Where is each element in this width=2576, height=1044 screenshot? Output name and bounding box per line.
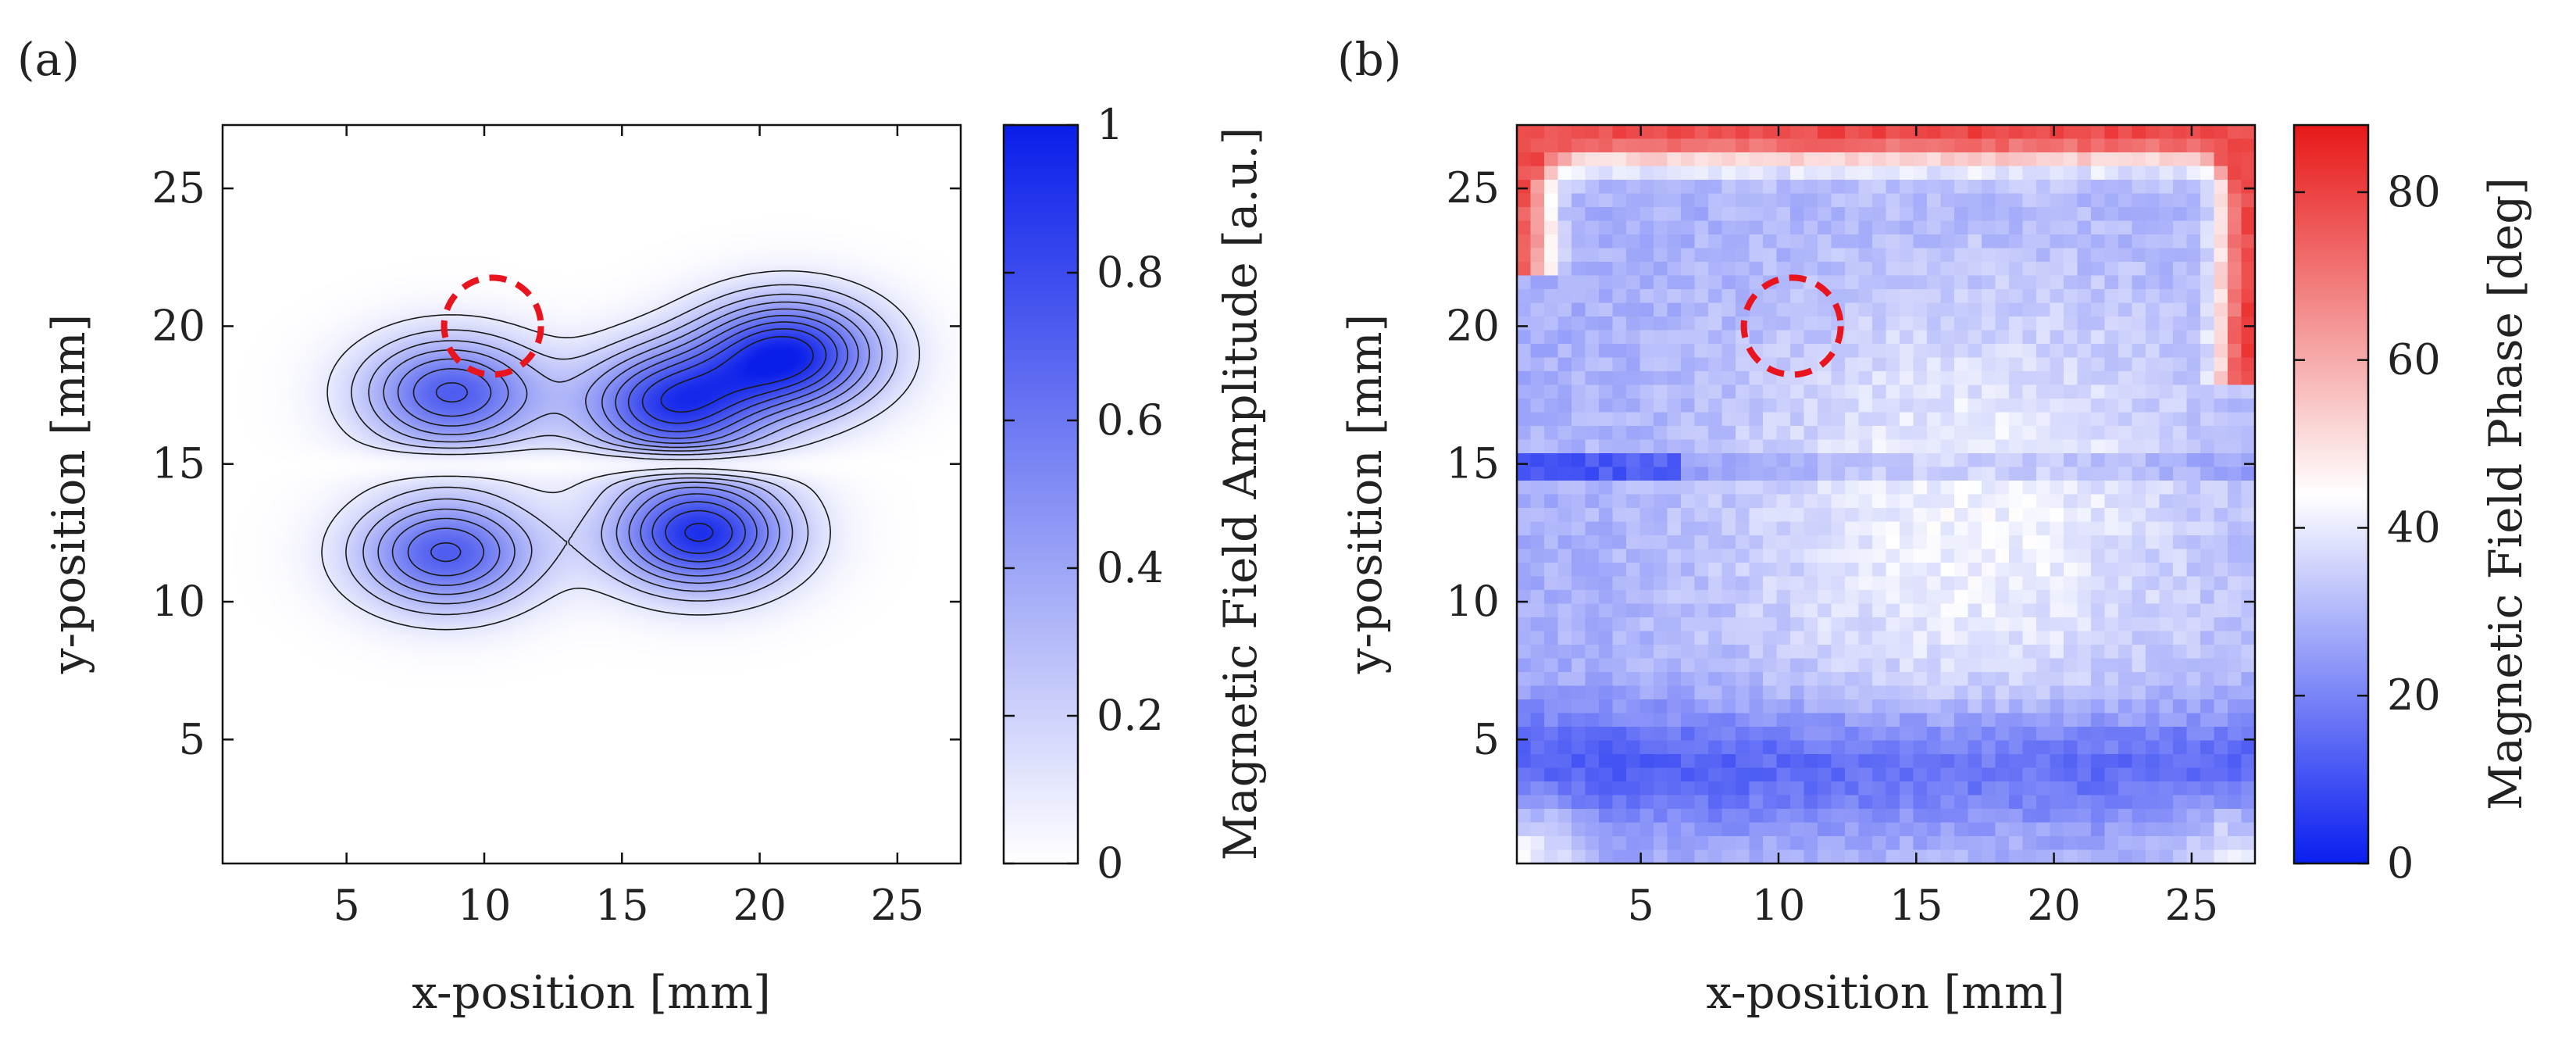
- phase-y-tick-label: 20: [1446, 301, 1500, 350]
- panel-a-label: (a): [17, 33, 80, 86]
- phase-panel: 5 10 15 20 25 5 10 15 20 25 x-position [mm] y-pos…: [1339, 123, 2532, 1019]
- contour-line: [660, 335, 814, 542]
- phase-y-tick-label: 10: [1446, 577, 1500, 626]
- phase-y-tick-label: 25: [1446, 163, 1500, 213]
- amplitude-annotation: [441, 274, 544, 378]
- contour-line: [430, 321, 838, 563]
- amplitude-y-tick-label: 10: [152, 577, 205, 626]
- amplitude-y-tick-label: 20: [152, 301, 205, 350]
- amplitude-y-label: y-position [mm]: [42, 314, 95, 675]
- phase-x-tick-label: 5: [1627, 881, 1654, 930]
- amplitude-x-tick-label: 10: [458, 881, 512, 930]
- amplitude-y-tick-label: 5: [179, 714, 205, 763]
- amplitude-x-tick-label: 15: [595, 881, 649, 930]
- phase-y-tick-label: 15: [1446, 439, 1500, 488]
- amplitude-x-tick-label: 20: [733, 881, 787, 930]
- amplitude-contours: [321, 270, 920, 631]
- amplitude-colorbar-frame: [1002, 123, 1079, 865]
- contour-line: [391, 308, 859, 586]
- phase-axis-ticks: 5 10 15 20 25 5 10 15 20 25: [1446, 125, 2255, 930]
- amplitude-x-tick-label: 5: [333, 881, 359, 930]
- phase-colorbar-label: Magnetic Field Phase [deg]: [2479, 177, 2532, 810]
- amplitude-colorbar-tick-label: 0: [1097, 838, 1123, 888]
- phase-colorbar-tick-label: 40: [2387, 502, 2441, 552]
- phase-colorbar-tick-label: 80: [2387, 167, 2441, 216]
- amplitude-colorbar: [1004, 125, 1078, 863]
- phase-y-tick-label: 5: [1473, 714, 1500, 763]
- phase-colorbar-frame: [2292, 123, 2370, 865]
- phase-plot-frame: [1515, 123, 2257, 865]
- amplitude-colorbar-ticks: 0 0.2 0.4 0.6 0.8 1: [1004, 100, 1164, 888]
- contour-line: [407, 315, 849, 577]
- phase-colorbar-tick-label: 20: [2387, 670, 2441, 720]
- amplitude-colorbar-tick-label: 0.8: [1097, 248, 1164, 297]
- phase-x-tick-label: 10: [1752, 881, 1806, 930]
- amplitude-y-tick-label: 25: [152, 163, 205, 213]
- amplitude-colorbar-tick-label: 0.4: [1097, 543, 1164, 592]
- contour-line: [362, 293, 883, 605]
- phase-colorbar-ticks: 0 20 40 60 80: [2294, 167, 2441, 888]
- phase-x-tick-label: 20: [2027, 881, 2081, 930]
- phase-x-tick-label: 25: [2165, 881, 2219, 930]
- contour-line: [321, 270, 920, 631]
- amplitude-colorbar-tick-label: 1: [1097, 100, 1123, 149]
- phase-x-tick-label: 15: [1889, 881, 1943, 930]
- amplitude-dashed-circle-annotation: [441, 274, 544, 378]
- amplitude-x-tick-label: 25: [871, 881, 925, 930]
- panel-b-label: (b): [1337, 33, 1401, 86]
- amplitude-heatmap: [223, 125, 961, 863]
- phase-colorbar: [2294, 125, 2368, 863]
- phase-annotation: [1740, 274, 1844, 378]
- phase-y-label: y-position [mm]: [1339, 314, 1392, 675]
- phase-colorbar-tick-label: 60: [2387, 335, 2441, 384]
- amplitude-colorbar-tick-label: 0.6: [1097, 395, 1164, 445]
- contour-line: [345, 284, 898, 616]
- phase-heatmap: [1517, 125, 2255, 863]
- amplitude-axis-ticks: 5 10 15 20 25 5 10 15 20 25: [152, 125, 961, 930]
- contour-line: [641, 328, 827, 554]
- amplitude-colorbar-label: Magnetic Field Amplitude [a.u.]: [1214, 127, 1267, 861]
- contour-line: [377, 301, 870, 595]
- amplitude-plot-frame: [221, 123, 962, 865]
- amplitude-y-tick-label: 15: [152, 439, 205, 488]
- amplitude-x-label: x-position [mm]: [412, 966, 770, 1019]
- amplitude-colorbar-tick-label: 0.2: [1097, 691, 1164, 740]
- phase-x-label: x-position [mm]: [1706, 966, 2064, 1019]
- phase-colorbar-tick-label: 0: [2387, 838, 2414, 888]
- phase-dashed-circle-annotation: [1740, 274, 1844, 378]
